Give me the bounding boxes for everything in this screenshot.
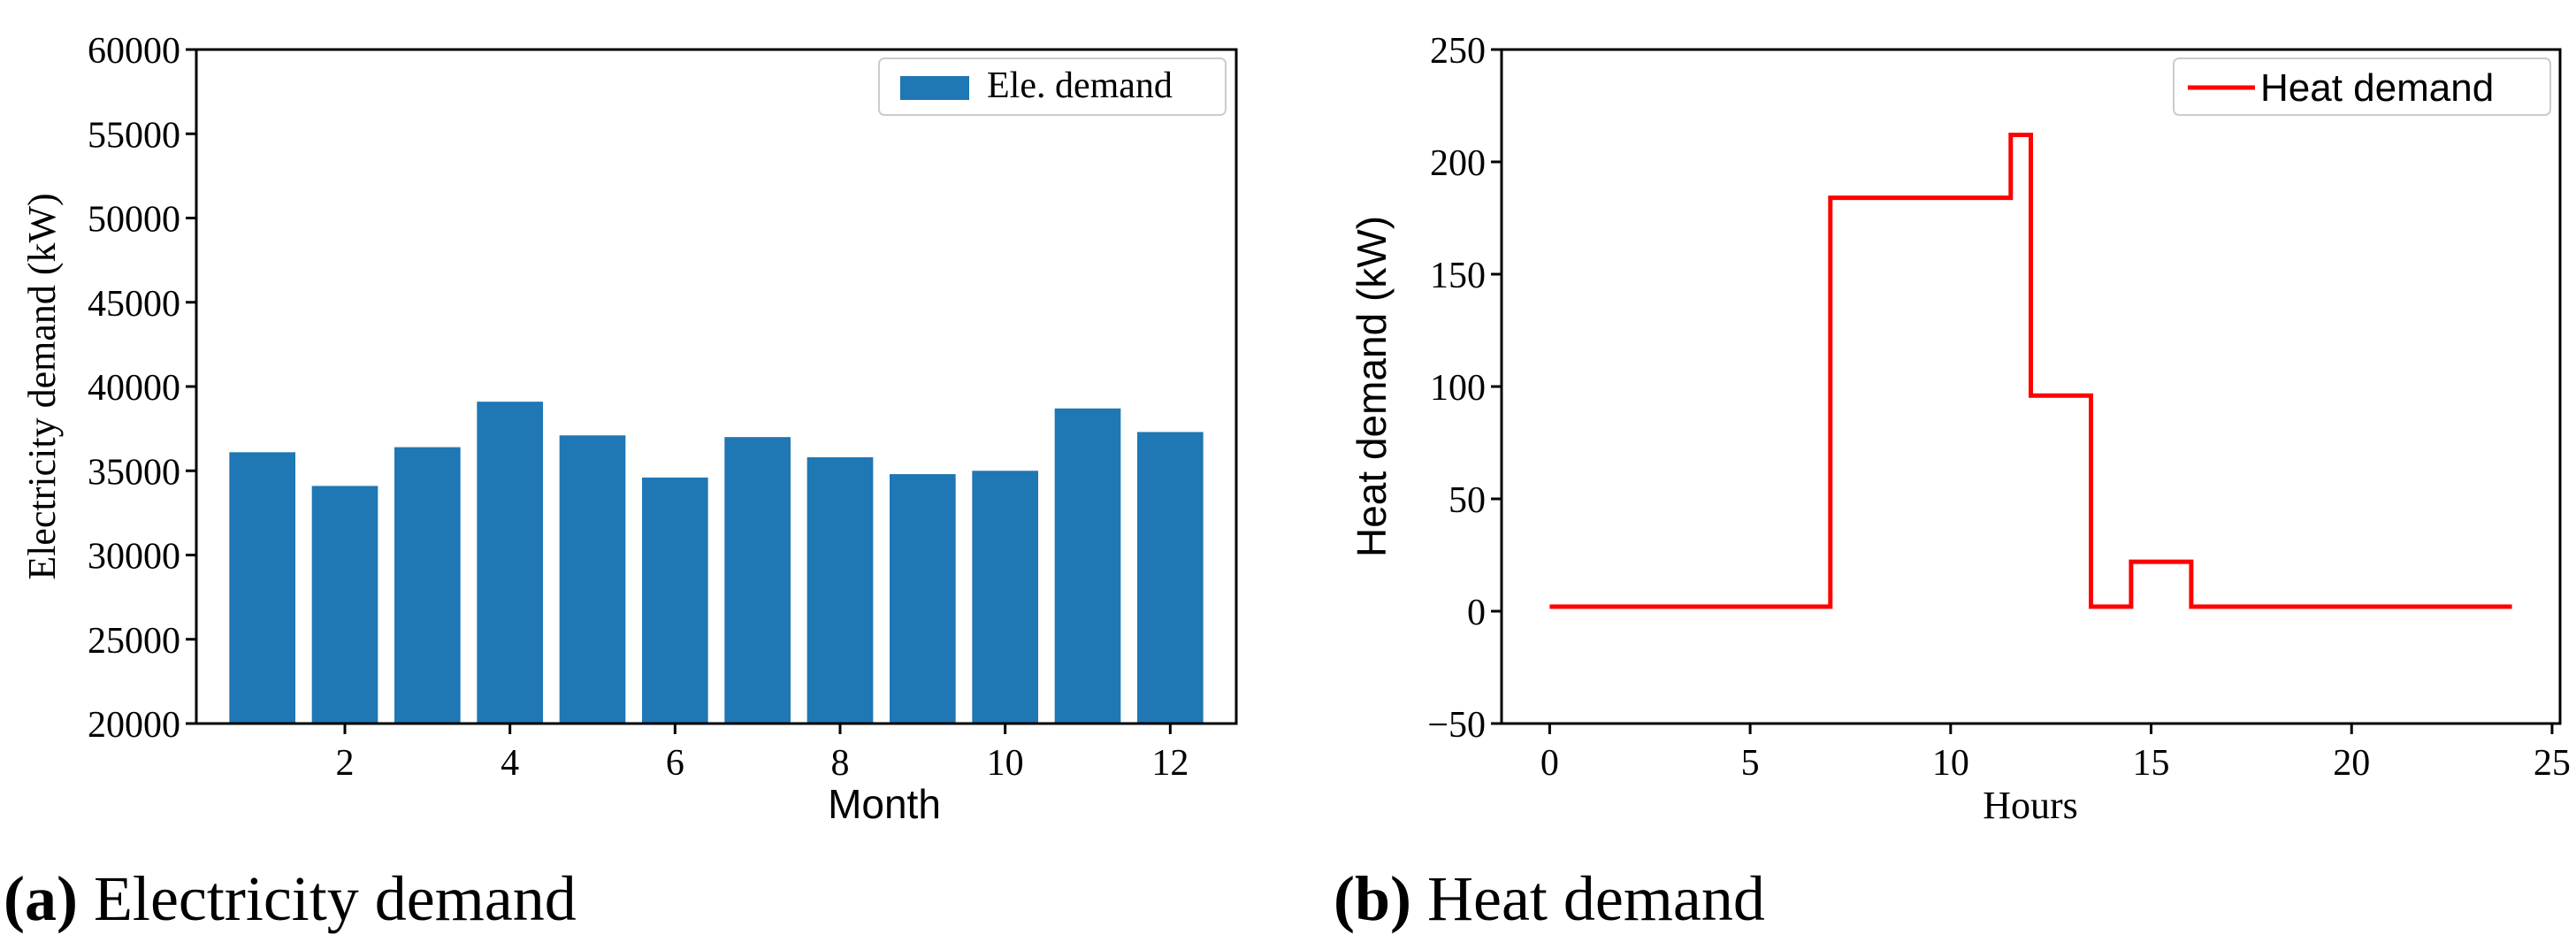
y-tick-label: 20000 (88, 705, 180, 746)
caption-a-text: Electricity demand (93, 863, 577, 934)
bar-month-3 (394, 447, 461, 724)
x-tick-label: 25 (2534, 743, 2571, 784)
legend-label-ele-demand: Ele. demand (987, 65, 1173, 106)
x-tick-label: 6 (666, 743, 684, 784)
y-tick-label: 25000 (88, 621, 180, 662)
bar-month-7 (724, 437, 791, 724)
bar-month-5 (559, 435, 626, 724)
caption-a: (a) Electricity demand (4, 862, 577, 936)
y-tick-label: 35000 (88, 452, 180, 493)
x-tick-label: 8 (831, 743, 850, 784)
x-tick-label: 2 (336, 743, 355, 784)
legend-a: Ele. demand (878, 57, 1227, 116)
x-tick-label: 0 (1540, 743, 1559, 784)
x-tick-label: 4 (501, 743, 519, 784)
x-tick-label: 12 (1151, 743, 1189, 784)
x-ticks-b: 0 5 10 15 20 25 (1540, 724, 2571, 784)
caption-b: (b) Heat demand (1334, 862, 1765, 936)
caption-b-text: Heat demand (1427, 863, 1765, 934)
y-tick-label: 45000 (88, 284, 180, 325)
bar-month-12 (1137, 432, 1204, 724)
x-tick-label: 10 (987, 743, 1024, 784)
bar-month-8 (806, 457, 874, 724)
x-ticks-a: 2 4 6 8 10 12 (336, 724, 1189, 784)
y-tick-label: 50000 (88, 200, 180, 241)
y-tick-label: 200 (1430, 143, 1486, 184)
legend-box-a (878, 57, 1227, 116)
y-tick-label: 40000 (88, 368, 180, 409)
y-tick-label: 30000 (88, 537, 180, 578)
y-tick-label: 50 (1449, 480, 1486, 521)
bars-group (229, 402, 1204, 724)
y-tick-label: 250 (1430, 31, 1486, 72)
x-axis-label-a: Month (828, 781, 941, 827)
y-tick-label: 150 (1430, 256, 1486, 296)
y-tick-label: 100 (1430, 368, 1486, 409)
x-tick-label: 15 (2133, 743, 2170, 784)
y-tick-label: 60000 (88, 31, 180, 72)
caption-a-label: (a) (4, 863, 78, 934)
y-axis-label-b: Heat demand (kW) (1349, 216, 1395, 557)
caption-b-label: (b) (1334, 863, 1411, 934)
heat-demand-chart: −50 0 50 100 150 200 250 0 5 10 15 20 25 Hours Heat… (1349, 31, 2571, 827)
legend-label-heat-demand: Heat demand (2260, 66, 2494, 110)
legend-box-b (2173, 57, 2551, 116)
bar-month-10 (972, 471, 1038, 724)
x-axis-label-b: Hours (1983, 784, 2078, 827)
legend-swatch-ele-demand (900, 76, 969, 100)
y-ticks-b: −50 0 50 100 150 200 250 (1427, 31, 1502, 746)
bar-month-6 (642, 477, 708, 724)
bar-month-1 (229, 452, 295, 724)
legend-b: Heat demand (2173, 57, 2551, 116)
y-tick-label: 0 (1467, 593, 1486, 633)
bar-month-11 (1054, 408, 1121, 724)
x-tick-label: 20 (2333, 743, 2370, 784)
series-line-heat-demand (1549, 133, 2512, 609)
bar-month-2 (311, 486, 378, 724)
y-ticks-a: 20000 25000 30000 35000 40000 45000 50000 55000… (88, 31, 196, 746)
electricity-demand-chart: 20000 25000 30000 35000 40000 45000 50000 55000… (20, 31, 1238, 827)
bar-month-9 (890, 474, 956, 724)
y-tick-label: 55000 (88, 115, 180, 156)
x-tick-label: 5 (1741, 743, 1760, 784)
y-axis-label-a: Electricity demand (kW) (20, 193, 64, 579)
bar-month-4 (477, 402, 543, 724)
x-tick-label: 10 (1932, 743, 1969, 784)
y-tick-label: −50 (1427, 705, 1486, 746)
